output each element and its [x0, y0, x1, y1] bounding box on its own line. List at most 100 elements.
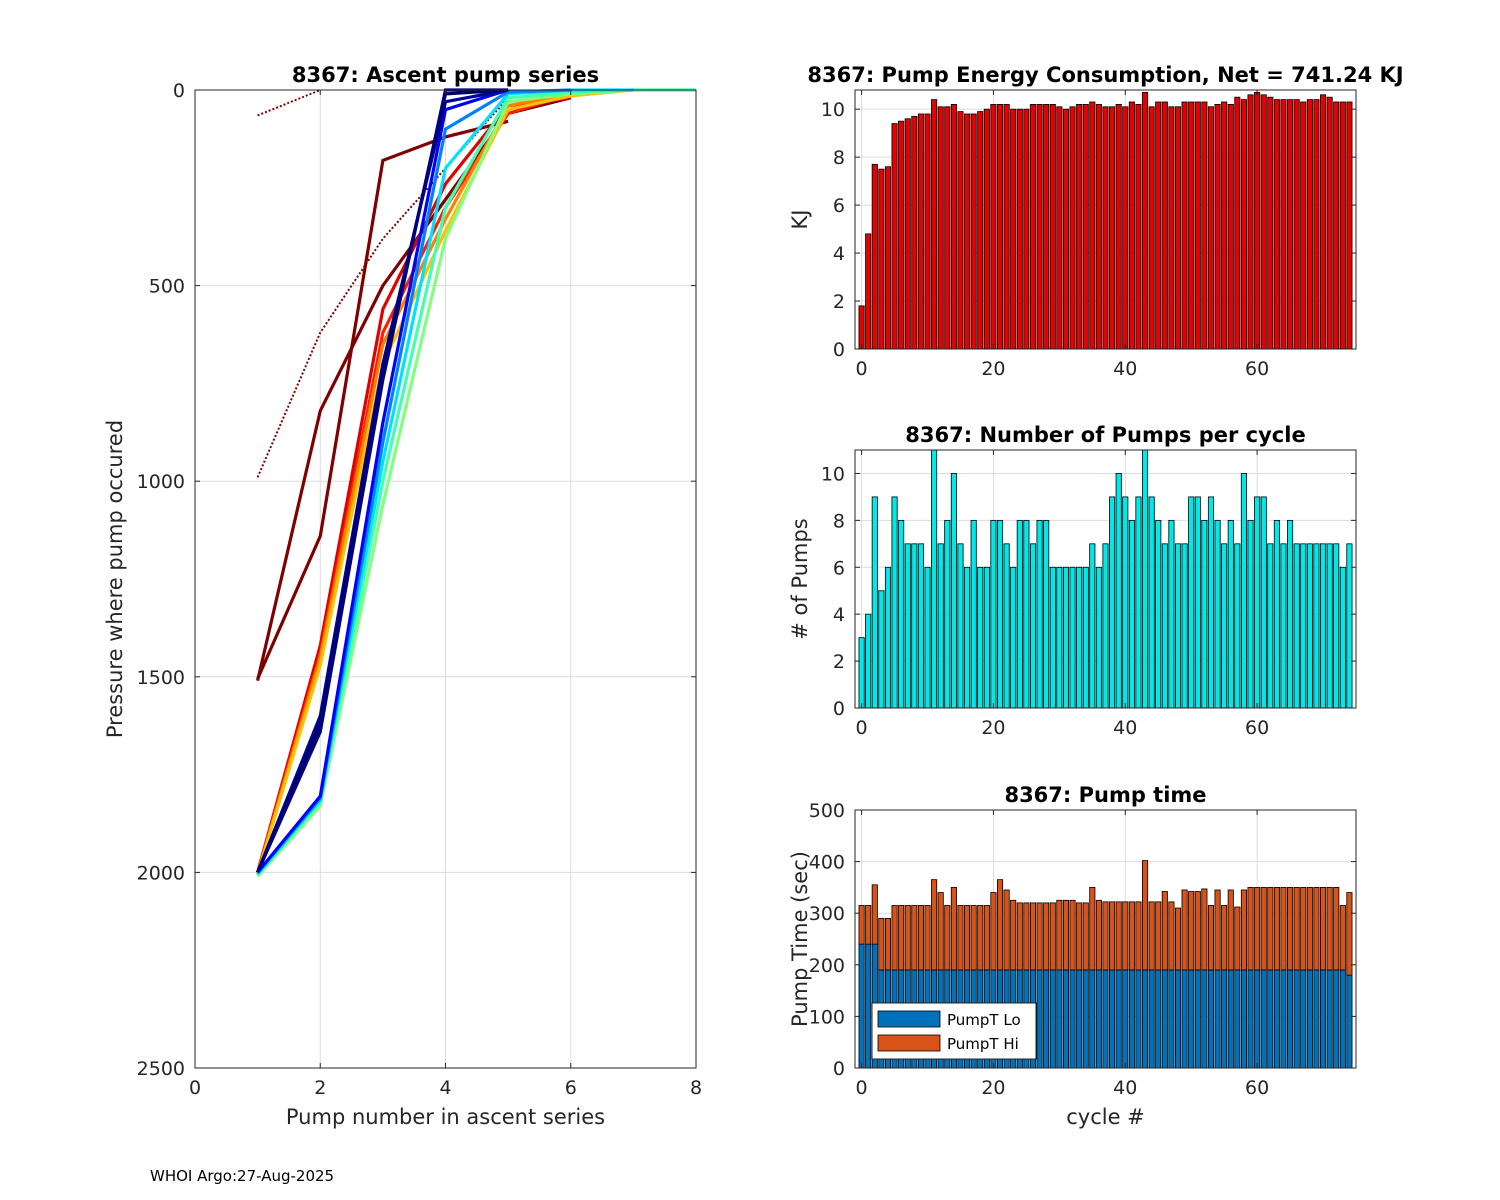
- bar-hi-cycle-2: [871, 884, 878, 945]
- bar-lo-cycle-55: [1221, 969, 1228, 1069]
- bar-hi-cycle-34: [1082, 902, 1089, 971]
- y-axis-label: Pressure where pump occured: [103, 420, 127, 738]
- bar-cycle-68: [1306, 543, 1313, 709]
- bar-cycle-5: [891, 496, 898, 709]
- bar-lo-cycle-31: [1062, 969, 1069, 1069]
- ascent-pump-series-panel: 0 2 4 6 8 0 500 1000 1500 2000 2500 8367: Ascent pu…: [103, 63, 702, 1129]
- bar-cycle-22: [1003, 543, 1010, 709]
- bar-hi-cycle-72: [1333, 887, 1340, 971]
- bar-cycle-28: [1043, 519, 1050, 709]
- series-line-cycle-c: [256, 119, 509, 680]
- bar-hi-cycle-45: [1155, 901, 1162, 971]
- bar-hi-cycle-40: [1122, 901, 1129, 971]
- bar-lo-cycle-40: [1122, 969, 1129, 1069]
- x-axis-label: cycle #: [1066, 1105, 1145, 1129]
- bar-cycle-41: [1128, 519, 1135, 709]
- y-tick-label: 0: [833, 1058, 845, 1080]
- bar-cycle-55: [1221, 101, 1228, 350]
- bar-hi-cycle-47: [1168, 901, 1175, 971]
- bar-hi-cycle-62: [1267, 887, 1274, 971]
- bar-cycle-39: [1115, 103, 1122, 350]
- bar-hi-cycle-29: [1049, 902, 1056, 971]
- x-tick-label: 20: [981, 1077, 1005, 1099]
- bar-hi-cycle-70: [1320, 887, 1327, 971]
- bar-hi-cycle-7: [904, 905, 911, 971]
- bar-cycle-0: [858, 637, 865, 709]
- bar-hi-cycle-49: [1181, 889, 1188, 971]
- bar-lo-cycle-30: [1056, 969, 1063, 1069]
- bar-cycle-44: [1148, 106, 1155, 350]
- bar-cycle-5: [891, 123, 898, 350]
- bar-hi-cycle-31: [1062, 899, 1069, 971]
- bar-cycle-45: [1155, 519, 1162, 709]
- bar-lo-cycle-44: [1148, 969, 1155, 1069]
- series-line-cycle-a: [257, 89, 321, 117]
- bar-cycle-50: [1188, 496, 1195, 709]
- bar-hi-cycle-69: [1313, 887, 1320, 971]
- bar-hi-cycle-66: [1293, 887, 1300, 971]
- bar-lo-cycle-72: [1333, 969, 1340, 1069]
- bar-hi-cycle-68: [1306, 887, 1313, 971]
- bar-lo-cycle-36: [1095, 969, 1102, 1069]
- bar-lo-cycle-45: [1155, 969, 1162, 1069]
- bar-cycle-62: [1267, 543, 1274, 709]
- bar-hi-cycle-52: [1201, 888, 1208, 971]
- bar-lo-cycle-64: [1280, 969, 1287, 1069]
- bar-hi-cycle-0: [858, 905, 865, 945]
- bar-cycle-38: [1109, 106, 1116, 350]
- bar-lo-cycle-69: [1313, 969, 1320, 1069]
- bar-hi-cycle-73: [1339, 905, 1346, 971]
- bar-hi-cycle-57: [1234, 906, 1241, 971]
- bar-hi-cycle-30: [1056, 899, 1063, 971]
- bar-cycle-40: [1122, 106, 1129, 350]
- legend-label-lo: PumpT Lo: [947, 1011, 1021, 1029]
- series-line-cycle-n: [256, 88, 509, 873]
- bar-cycle-7: [904, 118, 911, 350]
- bar-lo-cycle-47: [1168, 969, 1175, 1069]
- x-tick-label: 0: [189, 1077, 201, 1099]
- y-tick-label: 1500: [137, 667, 185, 689]
- bar-cycle-50: [1188, 101, 1195, 350]
- bar-cycle-59: [1247, 519, 1254, 709]
- bar-cycle-2: [871, 163, 878, 350]
- bar-cycle-35: [1089, 543, 1096, 709]
- bar-cycle-7: [904, 543, 911, 709]
- bar-cycle-52: [1201, 101, 1208, 350]
- x-tick-label: 40: [1113, 717, 1137, 739]
- bar-cycle-66: [1293, 99, 1300, 350]
- bar-lo-cycle-53: [1207, 969, 1215, 1069]
- bar-lo-cycle-37: [1102, 969, 1109, 1069]
- x-tick-label: 60: [1245, 1077, 1269, 1099]
- bar-cycle-2: [871, 496, 878, 709]
- bar-cycle-57: [1234, 543, 1241, 709]
- bar-lo-cycle-49: [1181, 969, 1188, 1069]
- bar-cycle-37: [1102, 543, 1109, 709]
- bar-hi-cycle-71: [1326, 887, 1333, 971]
- bar-cycle-28: [1043, 103, 1050, 350]
- bar-cycle-72: [1333, 101, 1340, 350]
- bar-lo-cycle-74: [1346, 974, 1353, 1069]
- bar-cycle-33: [1076, 566, 1083, 709]
- bar-cycle-3: [878, 590, 885, 709]
- bar-cycle-13: [944, 519, 951, 709]
- bar-cycle-52: [1201, 519, 1208, 709]
- bar-lo-cycle-38: [1109, 969, 1116, 1069]
- bar-cycle-67: [1300, 101, 1307, 350]
- bar-hi-cycle-64: [1280, 887, 1287, 971]
- bar-cycle-8: [911, 115, 918, 350]
- bar-hi-cycle-20: [990, 892, 997, 971]
- bar-lo-cycle-41: [1128, 969, 1135, 1069]
- bar-cycle-57: [1234, 96, 1241, 350]
- bar-cycle-9: [917, 543, 924, 709]
- bar-hi-cycle-61: [1260, 887, 1267, 971]
- bar-hi-cycle-1: [865, 905, 872, 945]
- bar-cycle-18: [977, 111, 984, 350]
- bar-cycle-48: [1174, 106, 1182, 350]
- bar-cycle-13: [944, 106, 951, 350]
- bar-cycle-69: [1313, 99, 1320, 350]
- bar-hi-cycle-32: [1069, 899, 1076, 971]
- bar-cycle-39: [1115, 473, 1122, 709]
- pump-energy-panel: 0 20 40 60 0 2 4 6 8 10 8367: Pump Energy Consumpt…: [788, 63, 1404, 380]
- bar-cycle-34: [1082, 103, 1089, 350]
- bar-cycle-16: [964, 113, 971, 350]
